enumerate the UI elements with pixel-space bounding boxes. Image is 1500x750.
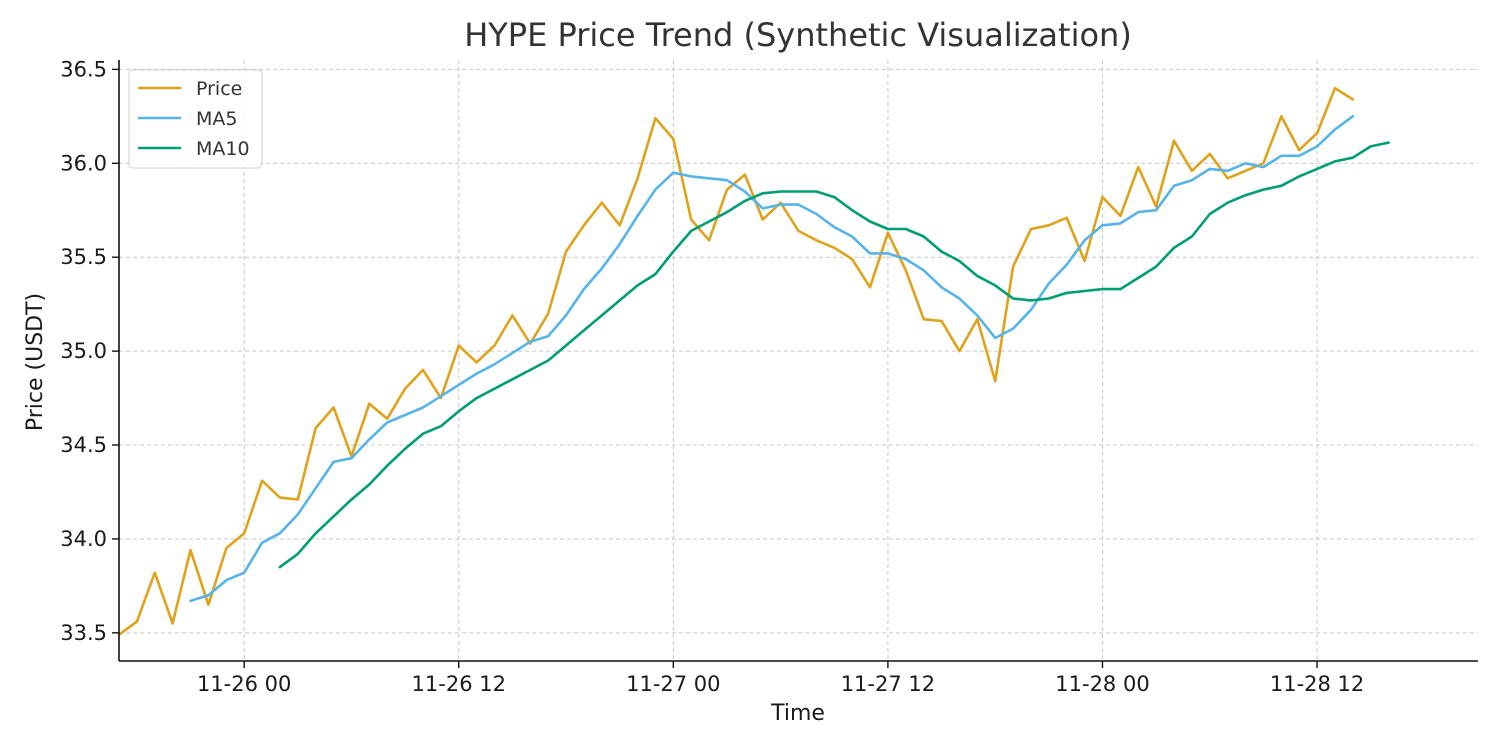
y-axis-label: Price (USDT): [23, 293, 48, 431]
x-tick-label: 11-26 00: [197, 672, 291, 696]
series-layer: [117, 86, 1390, 637]
y-tick-label: 33.5: [60, 621, 107, 645]
x-axis-label: Time: [770, 701, 825, 726]
y-tick-label: 36.0: [60, 151, 107, 175]
x-tick-label: 11-27 00: [626, 672, 720, 696]
y-tick-label: 36.5: [60, 57, 107, 81]
y-tick-label: 35.0: [60, 339, 107, 363]
grid: [119, 60, 1478, 661]
x-axis-ticks: 11-26 00 11-26 12 11-27 00 11-27 12 11-28 00…: [197, 661, 1364, 696]
legend-label-ma10: MA10: [196, 138, 250, 160]
series-line-price: [117, 86, 1355, 637]
series-line-ma10: [278, 141, 1390, 569]
x-tick-label: 11-27 12: [841, 672, 935, 696]
legend-label-ma5: MA5: [196, 108, 237, 130]
legend: Price MA5 MA10: [128, 69, 263, 169]
y-axis-ticks: 33.5 34.0 34.5 35.0 35.5 36.0 36.5: [60, 57, 119, 645]
y-tick-label: 34.5: [60, 433, 107, 457]
legend-box: [128, 69, 263, 169]
y-tick-label: 35.5: [60, 245, 107, 269]
chart-title: HYPE Price Trend (Synthetic Visualizatio…: [464, 16, 1132, 54]
legend-label-price: Price: [196, 78, 242, 100]
x-tick-label: 11-28 00: [1055, 672, 1149, 696]
x-tick-label: 11-28 12: [1270, 672, 1364, 696]
series-line-ma5: [189, 115, 1355, 603]
x-tick-label: 11-26 12: [412, 672, 506, 696]
y-tick-label: 34.0: [60, 527, 107, 551]
